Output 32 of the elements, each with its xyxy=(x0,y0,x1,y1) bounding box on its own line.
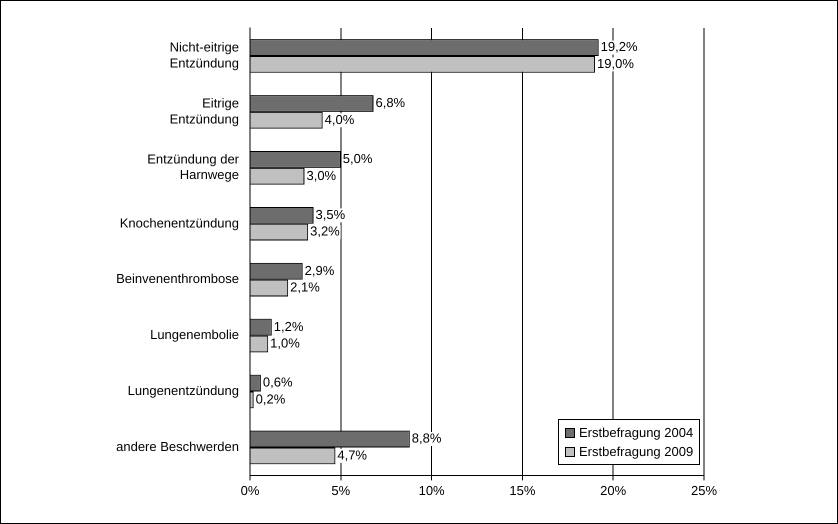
data-label: 4,0% xyxy=(324,112,355,127)
legend-label: Erstbefragung 2004 xyxy=(578,424,694,442)
x-tick-label: 15% xyxy=(509,482,536,498)
y-tick-label: andere Beschwerden xyxy=(116,439,239,454)
data-label: 3,0% xyxy=(306,168,337,183)
data-label: 2,9% xyxy=(304,262,335,278)
x-tick-label: 10% xyxy=(418,482,446,498)
data-label: 0,2% xyxy=(256,391,286,406)
data-label: 3,5% xyxy=(316,206,346,222)
data-label: 8,8% xyxy=(412,430,442,446)
y-tick-label: Lungenentzündung xyxy=(128,383,239,398)
y-tick-label: Nicht-eitrige Entzündung xyxy=(170,40,239,70)
y-tick-label: Entzündung der Harnwege xyxy=(147,152,240,182)
x-tick-label: 20% xyxy=(600,482,627,498)
data-label: 19,2% xyxy=(600,39,638,54)
y-tick-label: Lungenembolie xyxy=(150,327,239,342)
data-label: 6,8% xyxy=(375,95,406,110)
data-label: 2,1% xyxy=(290,280,320,295)
y-tick-label: Knochenentzündung xyxy=(120,215,239,230)
data-label: 5,0% xyxy=(342,151,373,166)
x-tick-label: 5% xyxy=(331,482,351,498)
x-tick-label: 0% xyxy=(240,482,260,498)
data-label: 1,2% xyxy=(274,318,304,334)
data-label: 4,7% xyxy=(337,447,368,462)
data-label: 0,6% xyxy=(262,374,293,390)
data-label: 3,2% xyxy=(310,224,340,239)
data-label: 1,0% xyxy=(270,336,300,351)
legend-label: Erstbefragung 2009 xyxy=(578,443,694,462)
x-tick-label: 25% xyxy=(690,482,718,498)
y-tick-label: Eitrige Entzündung xyxy=(170,96,239,126)
y-tick-label: Beinvenenthrombose xyxy=(116,271,239,286)
data-label: 19,0% xyxy=(597,56,634,71)
